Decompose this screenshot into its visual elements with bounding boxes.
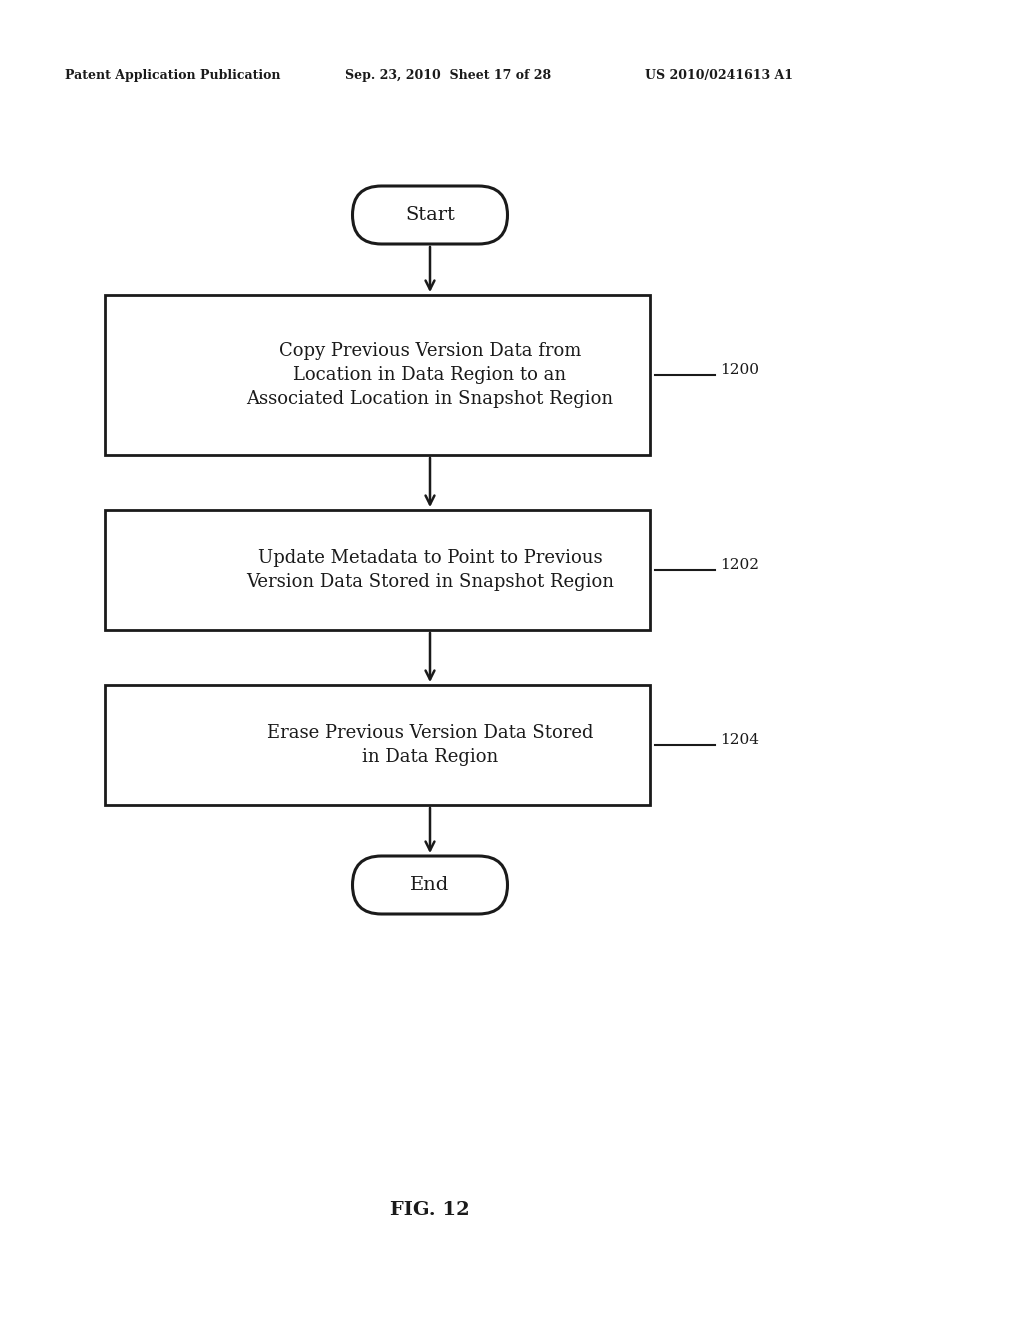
Bar	[105, 294, 650, 455]
FancyBboxPatch shape	[352, 855, 508, 913]
Text: 1204: 1204	[720, 733, 759, 747]
Text: 1200: 1200	[720, 363, 759, 378]
Text: 1202: 1202	[720, 558, 759, 572]
Text: Sep. 23, 2010  Sheet 17 of 28: Sep. 23, 2010 Sheet 17 of 28	[345, 69, 551, 82]
Text: FIG. 12: FIG. 12	[390, 1201, 470, 1218]
Text: Erase Previous Version Data Stored
in Data Region: Erase Previous Version Data Stored in Da…	[266, 725, 593, 766]
Text: Update Metadata to Point to Previous
Version Data Stored in Snapshot Region: Update Metadata to Point to Previous Ver…	[246, 549, 614, 591]
Text: US 2010/0241613 A1: US 2010/0241613 A1	[645, 69, 793, 82]
Text: Start: Start	[406, 206, 455, 224]
Text: End: End	[411, 876, 450, 894]
Text: Patent Application Publication: Patent Application Publication	[65, 69, 281, 82]
FancyBboxPatch shape	[352, 186, 508, 244]
Bar	[105, 510, 650, 630]
Bar	[105, 685, 650, 805]
Text: Copy Previous Version Data from
Location in Data Region to an
Associated Locatio: Copy Previous Version Data from Location…	[247, 342, 613, 408]
